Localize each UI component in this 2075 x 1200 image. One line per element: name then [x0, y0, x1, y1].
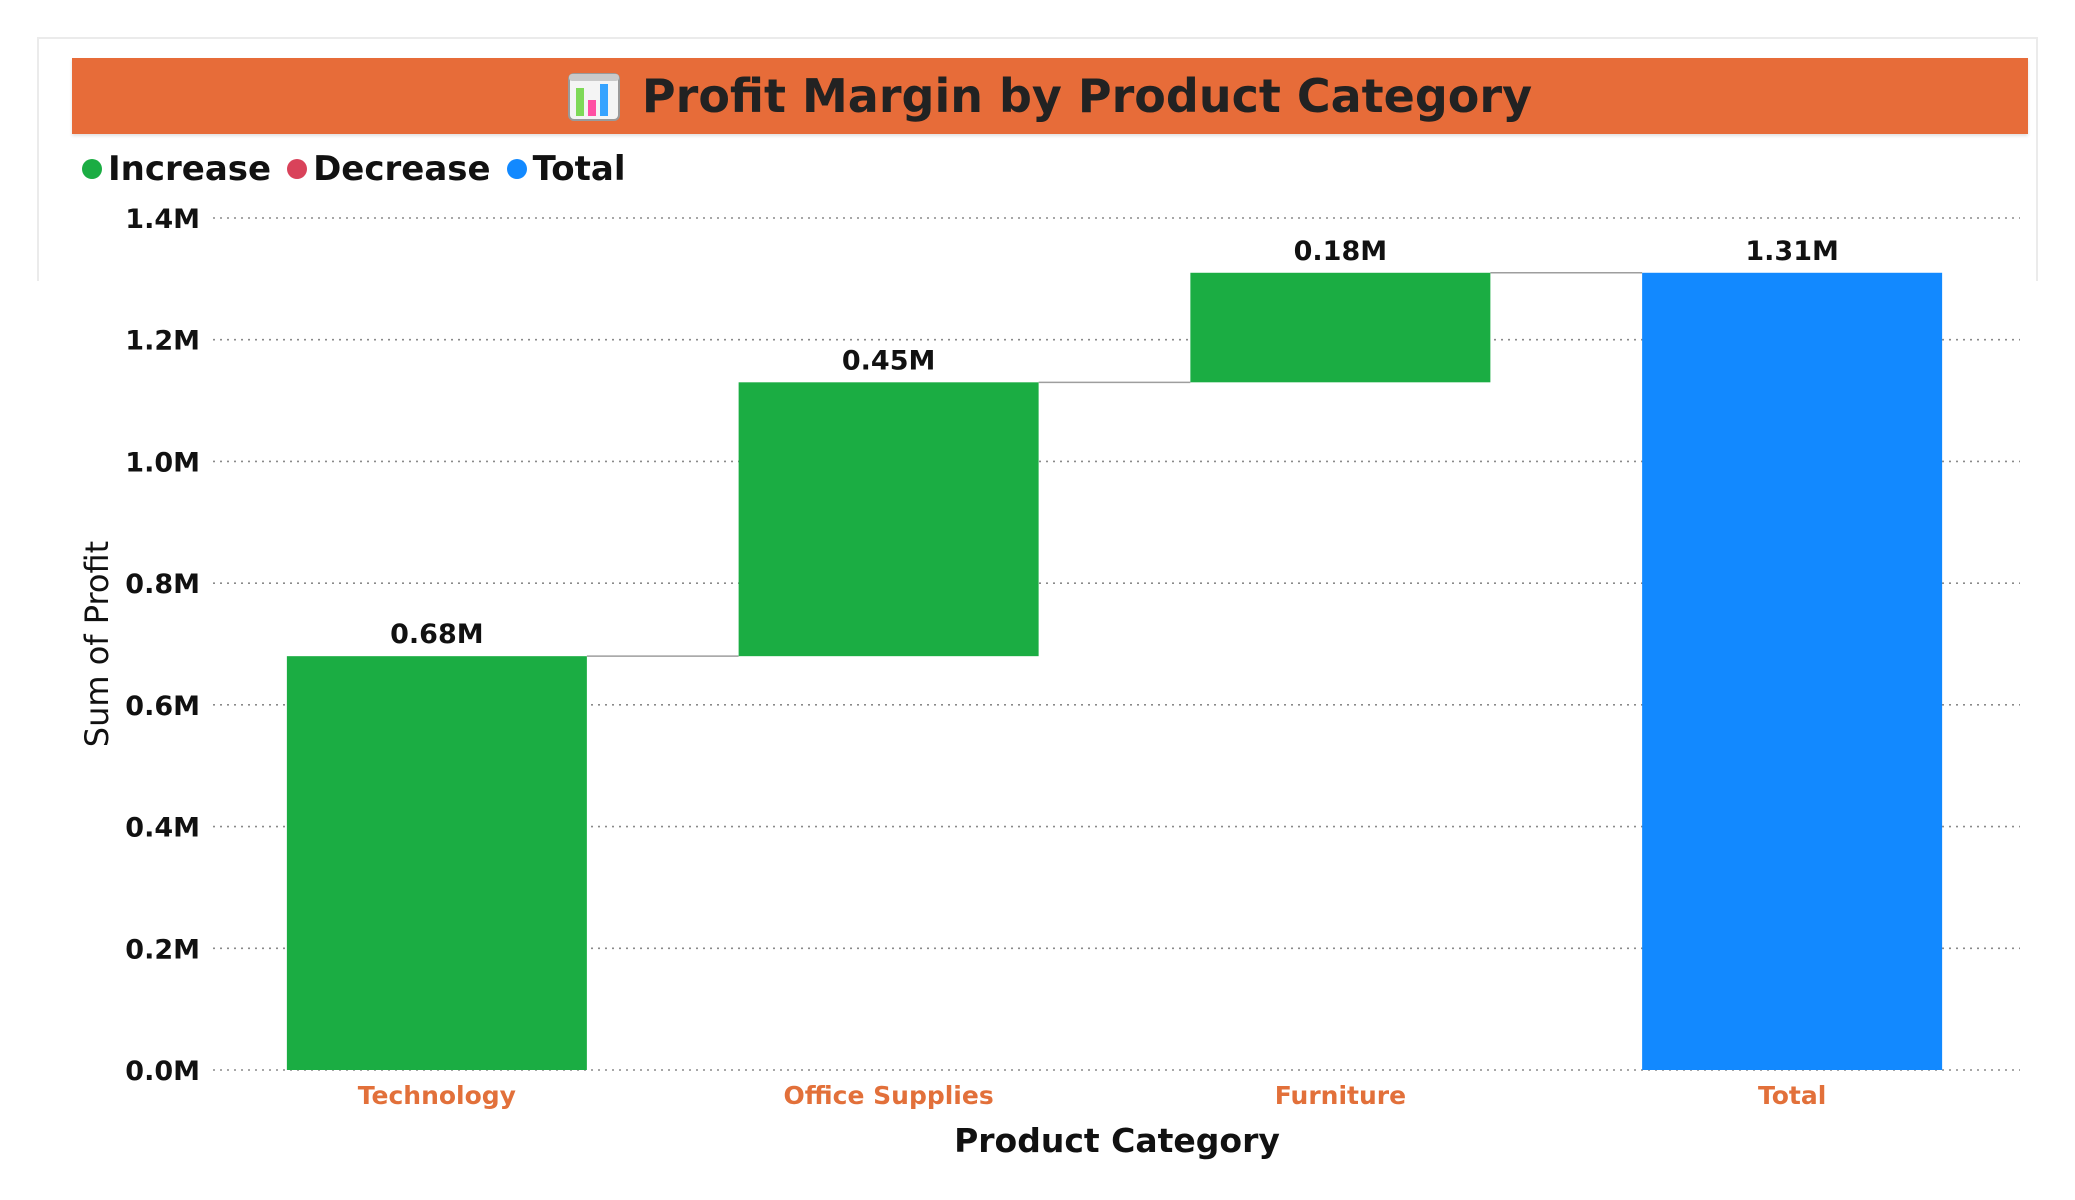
- data-label: 0.68M: [390, 619, 484, 650]
- x-tick-label: Furniture: [1275, 1081, 1406, 1110]
- data-label: 1.31M: [1745, 236, 1839, 267]
- chart-title: Profit Margin by Product Category: [641, 69, 1533, 123]
- y-tick-label: 0.8M: [125, 569, 200, 600]
- y-tick-label: 0.6M: [125, 691, 200, 722]
- x-tick-label: Total: [1758, 1081, 1826, 1110]
- legend-item-decrease[interactable]: Decrease: [287, 149, 491, 189]
- x-tick-label: Office Supplies: [784, 1081, 994, 1110]
- y-tick-label: 0.2M: [125, 934, 200, 965]
- y-axis-title: Sum of Profit: [78, 541, 116, 747]
- bar-furniture: [1190, 272, 1491, 383]
- y-tick-label: 1.2M: [125, 326, 200, 357]
- legend-label-increase: Increase: [108, 149, 272, 189]
- legend-label-decrease: Decrease: [313, 149, 491, 189]
- y-tick-label: 1.0M: [125, 447, 200, 478]
- bar-total: [1642, 272, 1943, 1070]
- x-axis-title: Product Category: [954, 1121, 1280, 1160]
- chart-title-bar: Profit Margin by Product Category: [72, 58, 2028, 134]
- legend-marker-increase: [82, 159, 102, 179]
- x-tick-label: Technology: [358, 1081, 516, 1110]
- legend-label-total: Total: [532, 149, 626, 189]
- legend-item-total[interactable]: Total: [506, 149, 626, 189]
- legend-item-increase[interactable]: Increase: [82, 149, 271, 189]
- data-label: 0.18M: [1294, 236, 1388, 267]
- data-label: 0.45M: [842, 345, 936, 376]
- bar-chart-icon: [567, 73, 620, 121]
- y-tick-label: 0.0M: [125, 1056, 200, 1087]
- visual-frame: [37, 37, 2038, 281]
- bar-technology: [286, 656, 587, 1070]
- bar-office-supplies: [738, 382, 1039, 657]
- legend-marker-total: [506, 159, 527, 179]
- y-tick-label: 0.4M: [125, 813, 200, 844]
- legend-marker-decrease: [287, 159, 308, 179]
- y-tick-label: 1.4M: [125, 204, 200, 235]
- chart-legend[interactable]: Increase Decrease Total: [82, 146, 641, 192]
